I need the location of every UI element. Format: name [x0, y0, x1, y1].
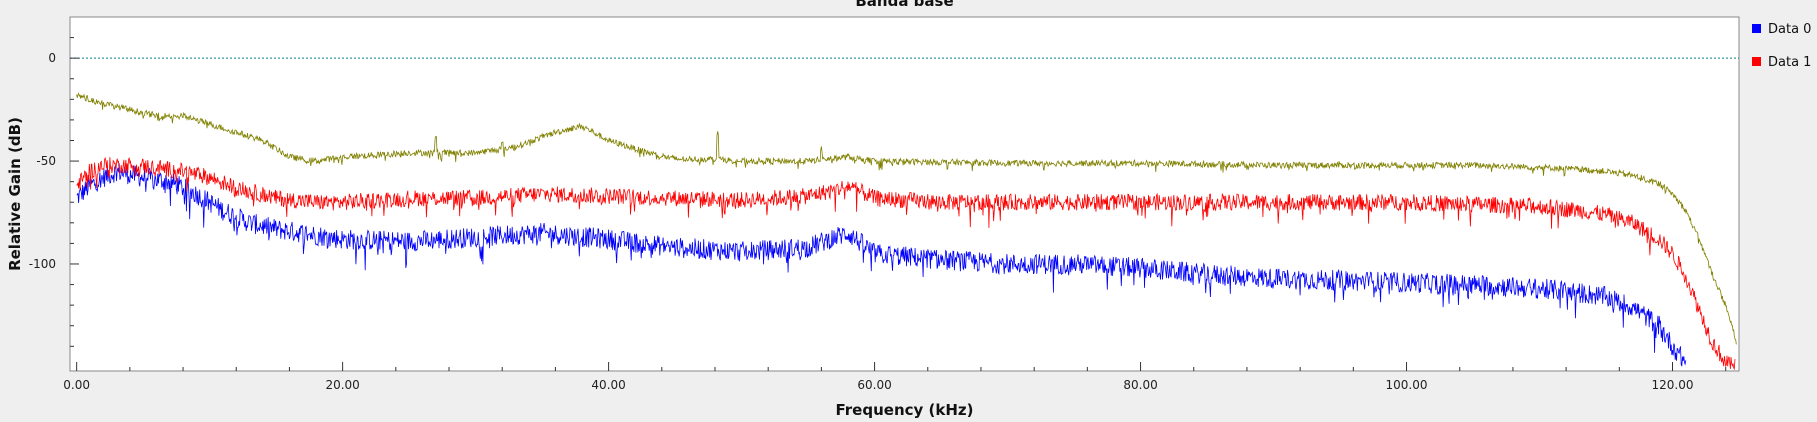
legend: Data 0 Data 1 [1752, 22, 1811, 70]
legend-label-0: Data 0 [1768, 22, 1811, 37]
series-line-1 [76, 156, 1736, 371]
legend-label-1: Data 1 [1768, 55, 1811, 70]
x-tick-label: 0.00 [63, 378, 90, 392]
y-tick-label: 0 [48, 51, 56, 65]
x-tick-label: 100.00 [1386, 378, 1428, 392]
series-group [76, 92, 1737, 371]
legend-swatch-1 [1752, 57, 1761, 66]
y-tick-label: -50 [36, 154, 56, 168]
x-tick-label: 120.00 [1652, 378, 1694, 392]
series-line-2 [76, 92, 1737, 345]
series-line-0 [76, 163, 1687, 367]
x-tick-label: 60.00 [857, 378, 891, 392]
y-tick-label: -100 [29, 257, 56, 271]
x-tick-label: 20.00 [325, 378, 359, 392]
chart-title: Banda base [855, 0, 953, 10]
plot-area [69, 16, 1740, 372]
x-tick-label: 80.00 [1123, 378, 1157, 392]
y-axis-label: Relative Gain (dB) [6, 117, 24, 271]
axis-group: 0.00 20.00 40.00 60.00 80.00 100.00 120.00 0 -50… [29, 37, 1727, 392]
legend-swatch-0 [1752, 24, 1761, 33]
x-tick-label: 40.00 [591, 378, 625, 392]
x-axis-label: Frequency (kHz) [836, 401, 974, 419]
